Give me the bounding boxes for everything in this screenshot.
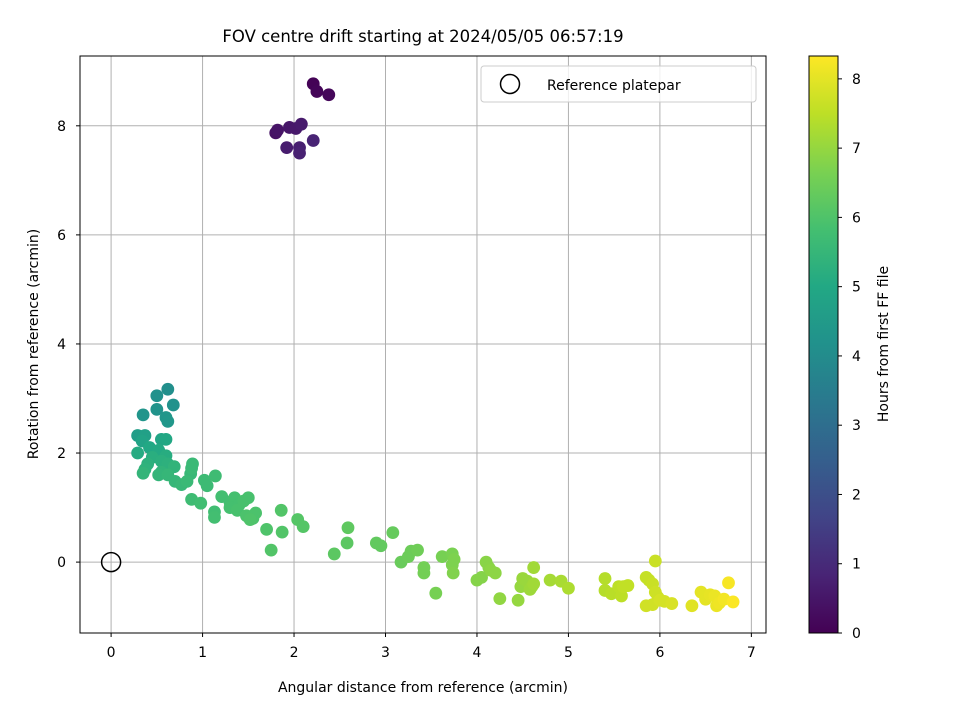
colorbar-tick-label: 4 bbox=[852, 349, 861, 365]
scatter-point bbox=[665, 597, 679, 610]
scatter-point bbox=[294, 117, 308, 131]
scatter-point bbox=[327, 547, 341, 561]
colorbar-tick-label: 8 bbox=[852, 72, 861, 88]
scatter-point bbox=[208, 469, 222, 483]
scatter-point bbox=[511, 593, 525, 607]
scatter-point bbox=[527, 561, 541, 574]
x-tick-label: 6 bbox=[655, 645, 664, 661]
y-tick-label: 2 bbox=[57, 446, 66, 462]
scatter-point bbox=[621, 579, 635, 592]
reference-marker bbox=[100, 551, 122, 573]
scatter-point bbox=[159, 432, 173, 446]
chart-title: FOV centre drift starting at 2024/05/05 … bbox=[222, 27, 623, 46]
scatter-point bbox=[429, 586, 443, 600]
scatter-point bbox=[722, 576, 735, 590]
scatter-point bbox=[180, 474, 194, 488]
scatter-point bbox=[374, 539, 388, 553]
legend: Reference platepar bbox=[480, 65, 757, 103]
data-points bbox=[131, 77, 740, 613]
scatter-point bbox=[150, 402, 164, 416]
scatter-point bbox=[726, 595, 740, 609]
plot-frame bbox=[79, 55, 767, 634]
colorbar-tick-label: 7 bbox=[852, 141, 861, 157]
colorbar-ticks: 0 1 2 3 4 5 6 7 8 bbox=[838, 72, 861, 642]
x-axis-label: Angular distance from reference (arcmin) bbox=[278, 680, 568, 696]
scatter-point bbox=[194, 496, 208, 510]
scatter-point bbox=[648, 554, 662, 568]
x-tick-label: 1 bbox=[198, 645, 207, 661]
x-tick-label: 3 bbox=[381, 645, 390, 661]
scatter-point bbox=[493, 592, 507, 606]
scatter-point bbox=[293, 146, 306, 160]
legend-marker-circle bbox=[499, 73, 521, 95]
scatter-point bbox=[274, 503, 288, 517]
scatter-point bbox=[161, 414, 175, 428]
scatter-point bbox=[161, 382, 175, 396]
scatter-point bbox=[243, 513, 257, 526]
scatter-point bbox=[386, 526, 400, 540]
y-tick-label: 6 bbox=[57, 228, 66, 244]
colorbar-tick-label: 3 bbox=[852, 418, 861, 434]
scatter-point bbox=[275, 525, 289, 539]
colorbar: 0 1 2 3 4 5 6 7 8 Hours from first FF file bbox=[808, 55, 892, 642]
scatter-point bbox=[310, 85, 324, 98]
colorbar-tick-label: 6 bbox=[852, 210, 861, 226]
scatter-point bbox=[341, 521, 355, 535]
scatter-point bbox=[340, 536, 354, 550]
scatter-point bbox=[186, 457, 199, 471]
scatter-point bbox=[150, 389, 164, 403]
scatter-point bbox=[260, 522, 273, 536]
colorbar-tick-label: 5 bbox=[852, 280, 861, 296]
scatter-point bbox=[200, 479, 214, 493]
scatter-point bbox=[562, 581, 575, 595]
reference-point bbox=[100, 551, 122, 573]
scatter-point bbox=[271, 123, 284, 137]
scatter-point bbox=[598, 572, 612, 585]
scatter-point bbox=[136, 408, 150, 422]
colorbar-tick-label: 0 bbox=[852, 626, 861, 642]
colorbar-label: Hours from first FF file bbox=[876, 266, 892, 422]
y-axis-label: Rotation from reference (arcmin) bbox=[26, 229, 42, 459]
scatter-point bbox=[322, 88, 336, 102]
scatter-point bbox=[280, 141, 294, 155]
scatter-point bbox=[131, 446, 145, 460]
scatter-point bbox=[152, 468, 166, 482]
y-tick-label: 4 bbox=[57, 337, 66, 353]
scatter-point bbox=[527, 577, 541, 591]
legend-label: Reference platepar bbox=[547, 78, 681, 94]
scatter-point bbox=[488, 566, 502, 580]
scatter-point bbox=[166, 398, 180, 412]
y-tick-label: 0 bbox=[57, 555, 66, 571]
x-axis-ticks: 0 1 2 3 4 5 6 7 bbox=[107, 633, 756, 661]
scatter-point bbox=[264, 543, 278, 557]
scatter-point bbox=[241, 491, 255, 505]
scatter-point bbox=[685, 599, 699, 613]
x-tick-label: 2 bbox=[290, 645, 299, 661]
x-tick-label: 0 bbox=[107, 645, 116, 661]
y-axis-ticks: 0 2 4 6 8 bbox=[57, 119, 80, 571]
scatter-point bbox=[446, 566, 460, 580]
scatter-point bbox=[435, 550, 449, 564]
scatter-point bbox=[208, 510, 221, 524]
scatter-point bbox=[306, 134, 320, 147]
scatter-point bbox=[417, 566, 431, 580]
x-tick-label: 7 bbox=[747, 645, 756, 661]
colorbar-gradient bbox=[808, 55, 839, 634]
scatter-point bbox=[475, 570, 488, 584]
legend-box bbox=[480, 65, 757, 103]
scatter-point bbox=[296, 520, 310, 534]
grid-lines bbox=[80, 56, 766, 633]
colorbar-tick-label: 2 bbox=[852, 487, 861, 503]
y-tick-label: 8 bbox=[57, 119, 66, 135]
x-tick-label: 5 bbox=[564, 645, 573, 661]
x-tick-label: 4 bbox=[473, 645, 482, 661]
scatter-point bbox=[411, 543, 424, 557]
colorbar-tick-label: 1 bbox=[852, 557, 861, 573]
scatter-point bbox=[543, 573, 557, 587]
scatter-point bbox=[136, 466, 150, 480]
